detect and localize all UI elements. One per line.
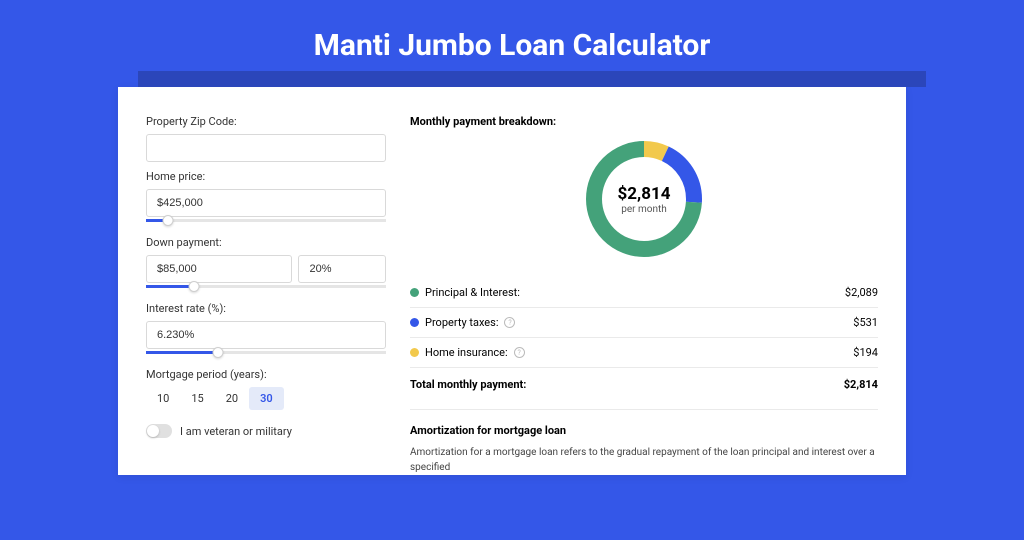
interest-rate-input[interactable]	[146, 321, 386, 349]
veteran-toggle-label: I am veteran or military	[180, 425, 292, 438]
down-payment-pct-input[interactable]	[298, 255, 386, 283]
interest-rate-slider[interactable]	[146, 351, 386, 354]
veteran-toggle[interactable]	[146, 424, 172, 438]
breakdown-value: $194	[853, 346, 878, 359]
page-title: Manti Jumbo Loan Calculator	[0, 28, 1024, 63]
slider-thumb[interactable]	[189, 281, 200, 292]
slider-thumb[interactable]	[162, 215, 173, 226]
mortgage-period-label: Mortgage period (years):	[146, 368, 386, 381]
zip-label: Property Zip Code:	[146, 115, 386, 128]
breakdown-label: Property taxes:	[425, 316, 498, 329]
info-icon[interactable]: ?	[504, 317, 515, 328]
amortization-text: Amortization for a mortgage loan refers …	[410, 445, 878, 475]
breakdown-row: Property taxes:? $531	[410, 308, 878, 337]
slider-thumb[interactable]	[213, 347, 224, 358]
period-tab-30[interactable]: 30	[249, 387, 284, 410]
total-row: Total monthly payment: $2,814	[410, 368, 878, 399]
breakdown-label: Home insurance:	[425, 346, 508, 359]
mortgage-period-tabs: 10152030	[146, 387, 386, 410]
home-price-label: Home price:	[146, 170, 386, 183]
period-tab-10[interactable]: 10	[146, 387, 180, 410]
breakdown-title: Monthly payment breakdown:	[410, 115, 878, 128]
breakdown-column: Monthly payment breakdown: $2,814 per mo…	[410, 115, 878, 475]
total-label: Total monthly payment:	[410, 378, 526, 391]
donut-center-amount: $2,814	[618, 184, 671, 204]
info-icon[interactable]: ?	[514, 347, 525, 358]
home-price-input[interactable]	[146, 189, 386, 217]
payment-donut-chart: $2,814 per month	[583, 138, 705, 260]
slider-fill	[146, 351, 218, 354]
toggle-knob	[147, 425, 159, 437]
down-payment-slider[interactable]	[146, 285, 386, 288]
breakdown-row: Principal & Interest: $2,089	[410, 278, 878, 307]
slider-fill	[146, 285, 194, 288]
interest-rate-label: Interest rate (%):	[146, 302, 386, 315]
breakdown-label: Principal & Interest:	[425, 286, 520, 299]
inputs-column: Property Zip Code: Home price: Down paym…	[146, 115, 386, 475]
breakdown-row: Home insurance:? $194	[410, 338, 878, 367]
donut-center-sub: per month	[621, 204, 667, 215]
period-tab-15[interactable]: 15	[180, 387, 214, 410]
breakdown-value: $2,089	[845, 286, 878, 299]
legend-dot	[410, 288, 419, 297]
amortization-section: Amortization for mortgage loan Amortizat…	[410, 409, 878, 475]
breakdown-value: $531	[853, 316, 878, 329]
calculator-card: Property Zip Code: Home price: Down paym…	[118, 87, 906, 475]
down-payment-amount-input[interactable]	[146, 255, 292, 283]
amortization-title: Amortization for mortgage loan	[410, 424, 878, 437]
home-price-slider[interactable]	[146, 219, 386, 222]
card-shadow-accent	[138, 71, 926, 87]
total-value: $2,814	[844, 378, 878, 391]
legend-dot	[410, 318, 419, 327]
zip-input[interactable]	[146, 134, 386, 162]
period-tab-20[interactable]: 20	[215, 387, 249, 410]
down-payment-label: Down payment:	[146, 236, 386, 249]
legend-dot	[410, 348, 419, 357]
